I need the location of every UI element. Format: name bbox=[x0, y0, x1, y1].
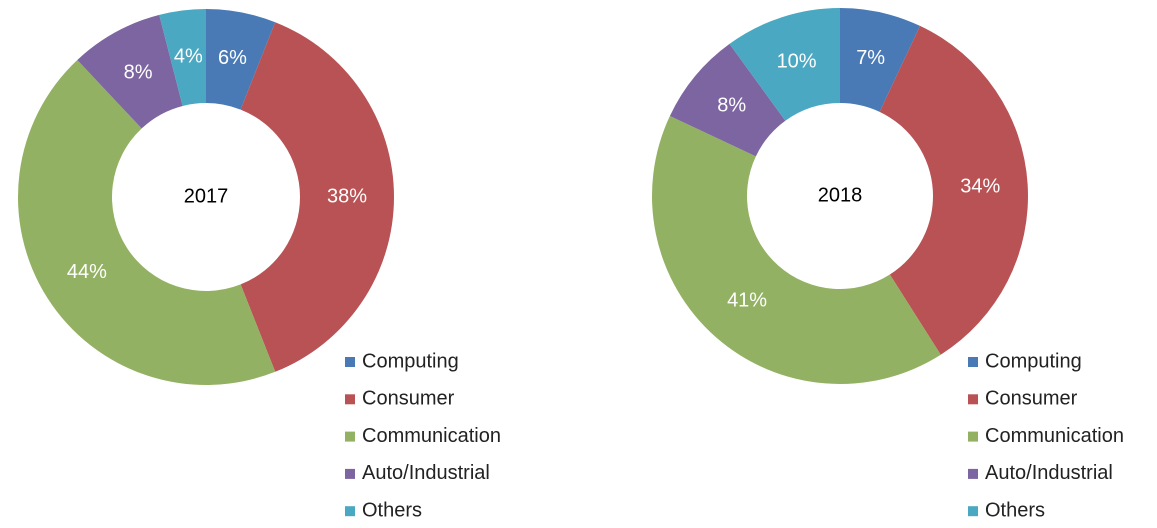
legend-swatch bbox=[345, 506, 355, 517]
legend-swatch bbox=[968, 468, 978, 479]
legend-label: Consumer bbox=[985, 388, 1078, 410]
legend-swatch bbox=[968, 506, 978, 517]
slice bbox=[840, 8, 921, 112]
legend-swatch bbox=[345, 431, 355, 442]
legend-label: Others bbox=[985, 499, 1045, 521]
slice bbox=[18, 59, 276, 385]
legend-label: Computing bbox=[985, 350, 1082, 372]
legend-label: Others bbox=[362, 499, 422, 521]
data-label: 8% bbox=[717, 95, 746, 117]
center-title: 2017 bbox=[184, 185, 229, 207]
slice bbox=[669, 43, 786, 157]
data-label: 6% bbox=[218, 47, 247, 69]
legend-label: Consumer bbox=[362, 388, 455, 410]
legend-label: Computing bbox=[362, 350, 459, 372]
legend-label: Communication bbox=[362, 425, 501, 447]
legend-swatch bbox=[345, 468, 355, 479]
slice bbox=[159, 9, 206, 106]
data-label: 44% bbox=[67, 261, 107, 283]
slice bbox=[729, 8, 840, 121]
data-label: 38% bbox=[327, 185, 367, 207]
slice bbox=[77, 14, 183, 129]
legend-swatch bbox=[968, 357, 978, 367]
data-label: 8% bbox=[124, 62, 153, 84]
legend-swatch bbox=[968, 394, 978, 405]
legend-label: Auto/Industrial bbox=[985, 462, 1113, 484]
data-label: 7% bbox=[856, 47, 885, 69]
data-label: 34% bbox=[960, 175, 1000, 197]
slice bbox=[652, 115, 941, 384]
slice bbox=[240, 22, 394, 372]
legend-swatch bbox=[345, 394, 355, 405]
slice bbox=[879, 25, 1028, 355]
legend-label: Auto/Industrial bbox=[362, 462, 490, 484]
legend-swatch bbox=[968, 431, 978, 442]
legend-label: Communication bbox=[985, 425, 1124, 447]
data-label: 4% bbox=[174, 45, 203, 67]
center-title: 2018 bbox=[818, 184, 863, 206]
slice bbox=[206, 9, 276, 110]
data-label: 41% bbox=[727, 290, 767, 312]
data-label: 10% bbox=[777, 51, 817, 73]
legend-swatch bbox=[345, 357, 355, 367]
